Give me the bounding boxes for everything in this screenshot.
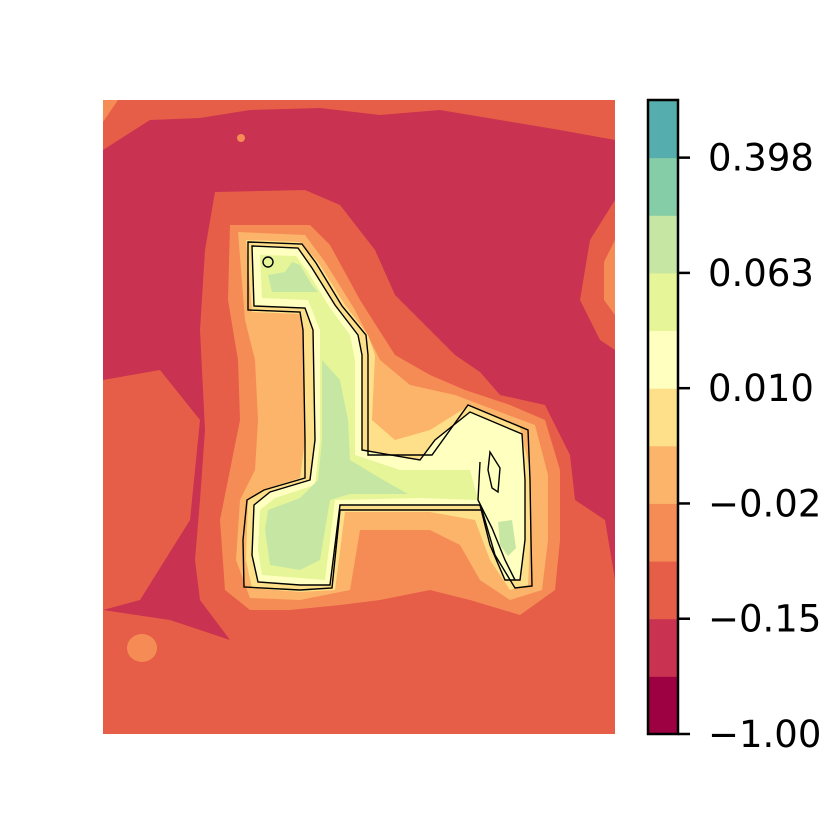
contour-blob-top-left: [237, 134, 245, 142]
colorbar-swatch: [648, 388, 678, 447]
contour-region-top-band: [103, 100, 615, 150]
colorbar-swatch: [648, 215, 678, 274]
contour-line-small-circle: [262, 256, 274, 268]
colorbar-frame: [646, 98, 680, 736]
contour-region-bottom-band: [103, 610, 615, 734]
colorbar-labels: −1.00 −0.15 −0.02 0.010 0.063 0.398: [708, 137, 821, 756]
colorbar-swatch: [648, 100, 678, 159]
contour-region-core-top: [268, 262, 318, 292]
contour-blob-right-edge: [604, 240, 615, 315]
contour-plot: [103, 100, 615, 734]
colorbar-swatches: [648, 100, 678, 735]
colorbar-tick-label: −1.00: [708, 713, 821, 756]
colorbar-swatch: [648, 445, 678, 504]
contour-region-left-strip: [103, 370, 200, 610]
contour-blob-lower-left: [127, 634, 157, 662]
contour-region-core-vertical: [265, 360, 408, 570]
contour-line-right-loop: [487, 449, 501, 494]
colorbar-tick-label: −0.15: [708, 598, 821, 641]
contour-line-right-stem: [477, 461, 516, 581]
contour-region-core-right: [498, 520, 516, 556]
contour-line-inner: [251, 245, 526, 586]
colorbar-swatch: [648, 561, 678, 620]
colorbar-swatch: [648, 157, 678, 216]
colorbar-tick-label: 0.010: [708, 367, 814, 410]
colorbar-swatch: [648, 618, 678, 677]
contour-region-right-band: [580, 200, 615, 350]
colorbar-swatch: [648, 272, 678, 332]
colorbar-swatch: [648, 503, 678, 562]
colorbar-tick-label: 0.398: [708, 137, 814, 180]
colorbar-swatch: [648, 676, 678, 735]
colorbar: −1.00 −0.15 −0.02 0.010 0.063 0.398: [646, 98, 821, 756]
colorbar-tick-label: 0.063: [708, 252, 814, 295]
colorbar-ticks: [678, 156, 690, 736]
colorbar-swatch: [648, 330, 678, 389]
colorbar-tick-label: −0.02: [708, 482, 821, 525]
contour-blob-top-corner: [103, 100, 118, 122]
contour-lines: [242, 241, 533, 591]
